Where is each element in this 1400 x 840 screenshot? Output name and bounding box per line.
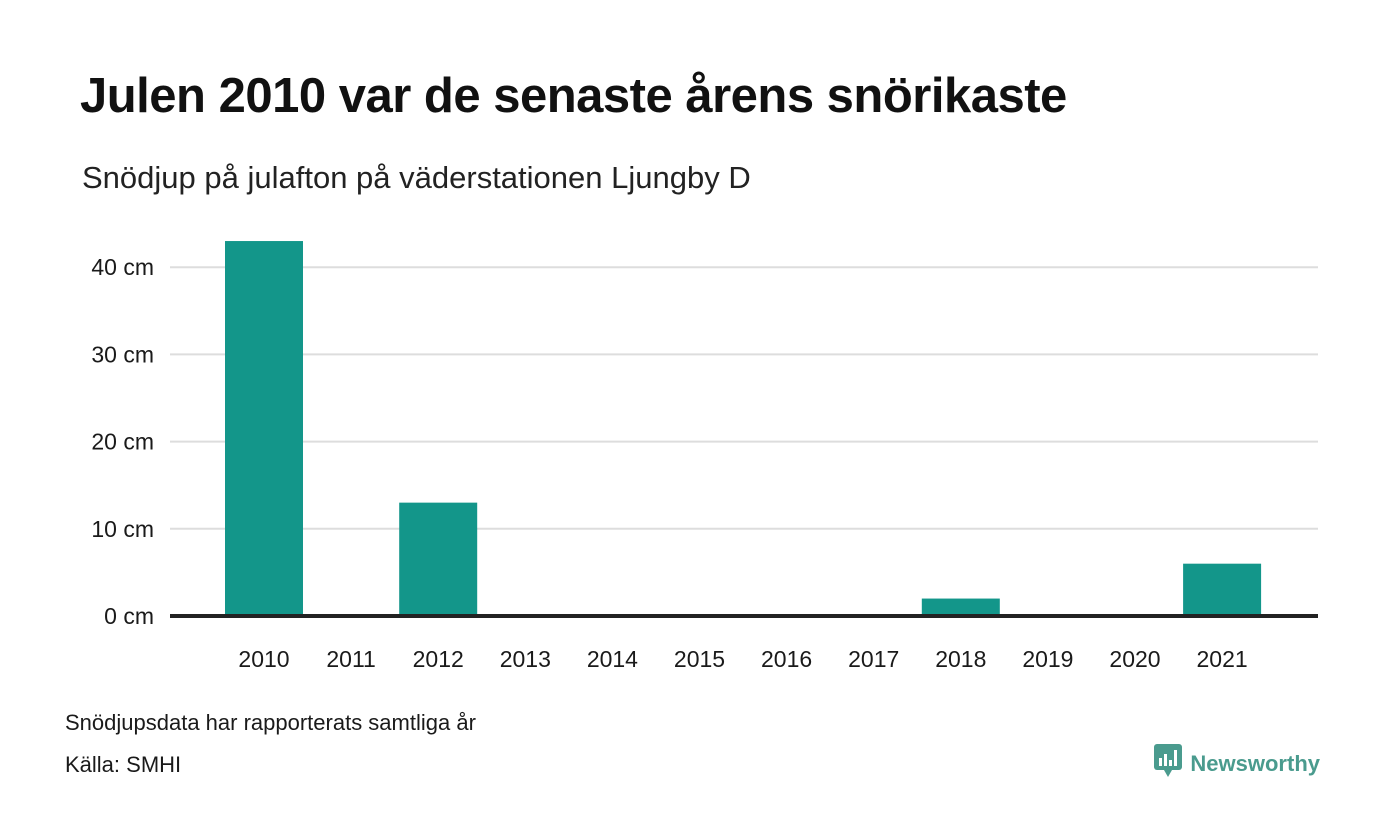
x-tick-label: 2015 bbox=[674, 646, 725, 672]
x-tick-label: 2012 bbox=[413, 646, 464, 672]
data-note: Snödjupsdata har rapporterats samtliga å… bbox=[65, 710, 476, 735]
x-tick-label: 2011 bbox=[326, 646, 375, 672]
y-tick-label: 20 cm bbox=[91, 429, 154, 455]
y-tick-label: 30 cm bbox=[91, 341, 154, 367]
x-tick-label: 2020 bbox=[1109, 646, 1160, 672]
x-tick-label: 2017 bbox=[848, 646, 899, 672]
bar-chart: 0 cm 10 cm 20 cm 30 cm 40 cm 2010 2011 2012 2013… bbox=[91, 241, 1318, 672]
chart-subtitle: Snödjup på julafton på väderstationen Lj… bbox=[82, 160, 751, 195]
chart-title: Julen 2010 var de senaste årens snörikas… bbox=[80, 69, 1067, 123]
x-tick-label: 2019 bbox=[1022, 646, 1073, 672]
bar bbox=[399, 502, 478, 616]
y-tick-label: 40 cm bbox=[91, 254, 154, 280]
brand-name: Newsworthy bbox=[1190, 750, 1320, 776]
y-tick-label: 0 cm bbox=[104, 603, 154, 629]
bar bbox=[1183, 563, 1262, 616]
source-note: Källa: SMHI bbox=[65, 752, 182, 777]
bar bbox=[225, 241, 303, 617]
brand-logo: Newsworthy bbox=[1154, 744, 1320, 783]
x-tick-label: 2021 bbox=[1197, 646, 1248, 672]
newsworthy-logo-icon bbox=[1154, 744, 1183, 783]
bar bbox=[921, 598, 1000, 616]
x-tick-label: 2016 bbox=[761, 646, 812, 672]
x-tick-label: 2014 bbox=[587, 646, 638, 672]
x-tick-label: 2013 bbox=[500, 646, 551, 672]
x-tick-label: 2018 bbox=[935, 646, 986, 672]
y-tick-label: 10 cm bbox=[91, 516, 154, 542]
x-tick-label: 2010 bbox=[238, 646, 289, 672]
